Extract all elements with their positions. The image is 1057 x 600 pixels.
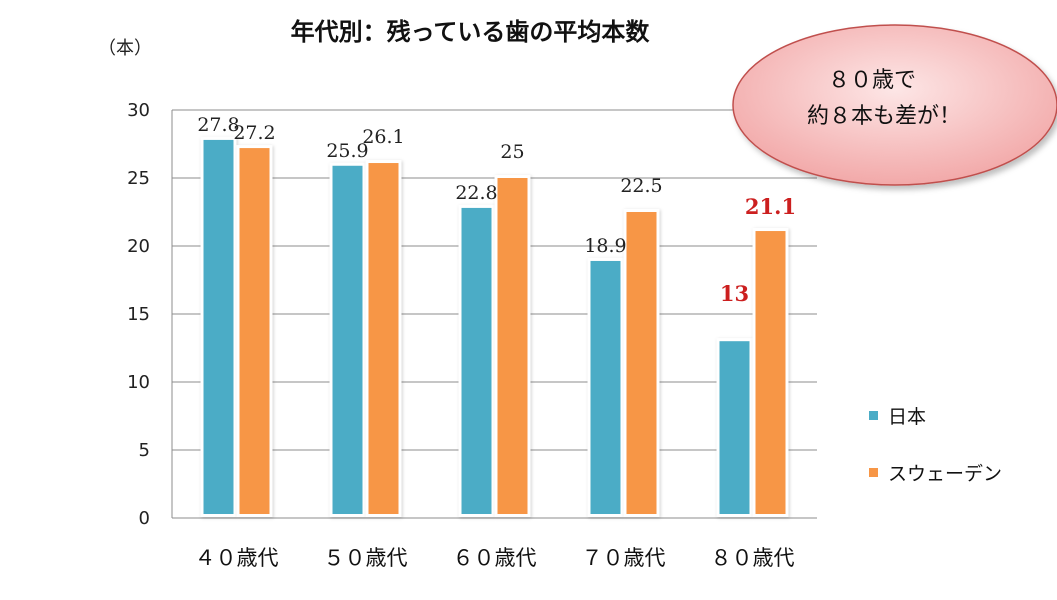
y-tick-label-5: 5 xyxy=(139,440,150,461)
y-axis-ticks: 0 5 10 15 20 25 30 xyxy=(127,100,150,529)
legend-label-sweden: スウェーデン xyxy=(888,463,1002,485)
x-category-label-1: ５０歳代 xyxy=(324,546,408,570)
data-label-sweden-3: 22.5 xyxy=(620,175,662,197)
data-labels: 27.827.2 25.926.1 22.825 18.9 22.5 13 21.1 xyxy=(197,114,796,306)
legend-swatch-japan xyxy=(869,411,878,420)
data-label-sweden-0: 27.2 xyxy=(233,122,275,144)
data-label-sweden-2: 25 xyxy=(500,141,524,163)
data-label-sweden-4: 21.1 xyxy=(745,194,796,219)
data-label-japan-2: 22.8 xyxy=(455,182,497,204)
y-tick-label-20: 20 xyxy=(127,236,150,257)
bar-japan-0 xyxy=(203,139,234,515)
data-label-japan-3: 18.9 xyxy=(584,235,626,257)
bar-sweden-4 xyxy=(755,231,786,515)
callout-text-line1: ８０歳で xyxy=(828,68,916,93)
bar-sweden-3 xyxy=(626,212,657,514)
data-label-japan-1: 25.9 xyxy=(326,140,368,162)
y-tick-label-15: 15 xyxy=(127,304,150,325)
bar-sweden-1 xyxy=(368,163,399,515)
bar-japan-2 xyxy=(461,207,492,515)
data-label-sweden-1: 26.1 xyxy=(362,126,404,148)
y-axis-unit-label: （本） xyxy=(98,38,152,59)
callout-ellipse xyxy=(732,24,1057,186)
legend: 日本 スウェーデン xyxy=(869,406,1002,485)
data-label-japan-4: 13 xyxy=(720,281,749,306)
x-category-label-0: ４０歳代 xyxy=(195,546,279,570)
x-category-label-3: ７０歳代 xyxy=(582,546,666,570)
bars xyxy=(200,136,789,518)
x-category-label-2: ６０歳代 xyxy=(453,546,537,570)
data-label-japan-0: 27.8 xyxy=(197,114,239,136)
bar-sweden-2 xyxy=(497,178,528,514)
x-category-label-4: ８０歳代 xyxy=(711,546,795,570)
bar-japan-3 xyxy=(590,260,621,514)
y-tick-label-30: 30 xyxy=(127,100,150,121)
bar-japan-4 xyxy=(719,341,750,514)
y-tick-label-25: 25 xyxy=(127,168,150,189)
x-axis-categories: ４０歳代 ５０歳代 ６０歳代 ７０歳代 ８０歳代 xyxy=(195,546,795,570)
y-tick-label-0: 0 xyxy=(139,508,150,529)
callout-text-line2: 約８本も差が！ xyxy=(807,104,961,129)
chart-title: 年代別：残っている歯の平均本数 xyxy=(291,18,651,46)
legend-swatch-sweden xyxy=(869,468,878,477)
legend-label-japan: 日本 xyxy=(888,406,926,428)
y-tick-label-10: 10 xyxy=(127,372,150,393)
bar-japan-1 xyxy=(332,165,363,514)
bar-sweden-0 xyxy=(239,148,270,514)
callout-bubble xyxy=(732,24,1057,186)
